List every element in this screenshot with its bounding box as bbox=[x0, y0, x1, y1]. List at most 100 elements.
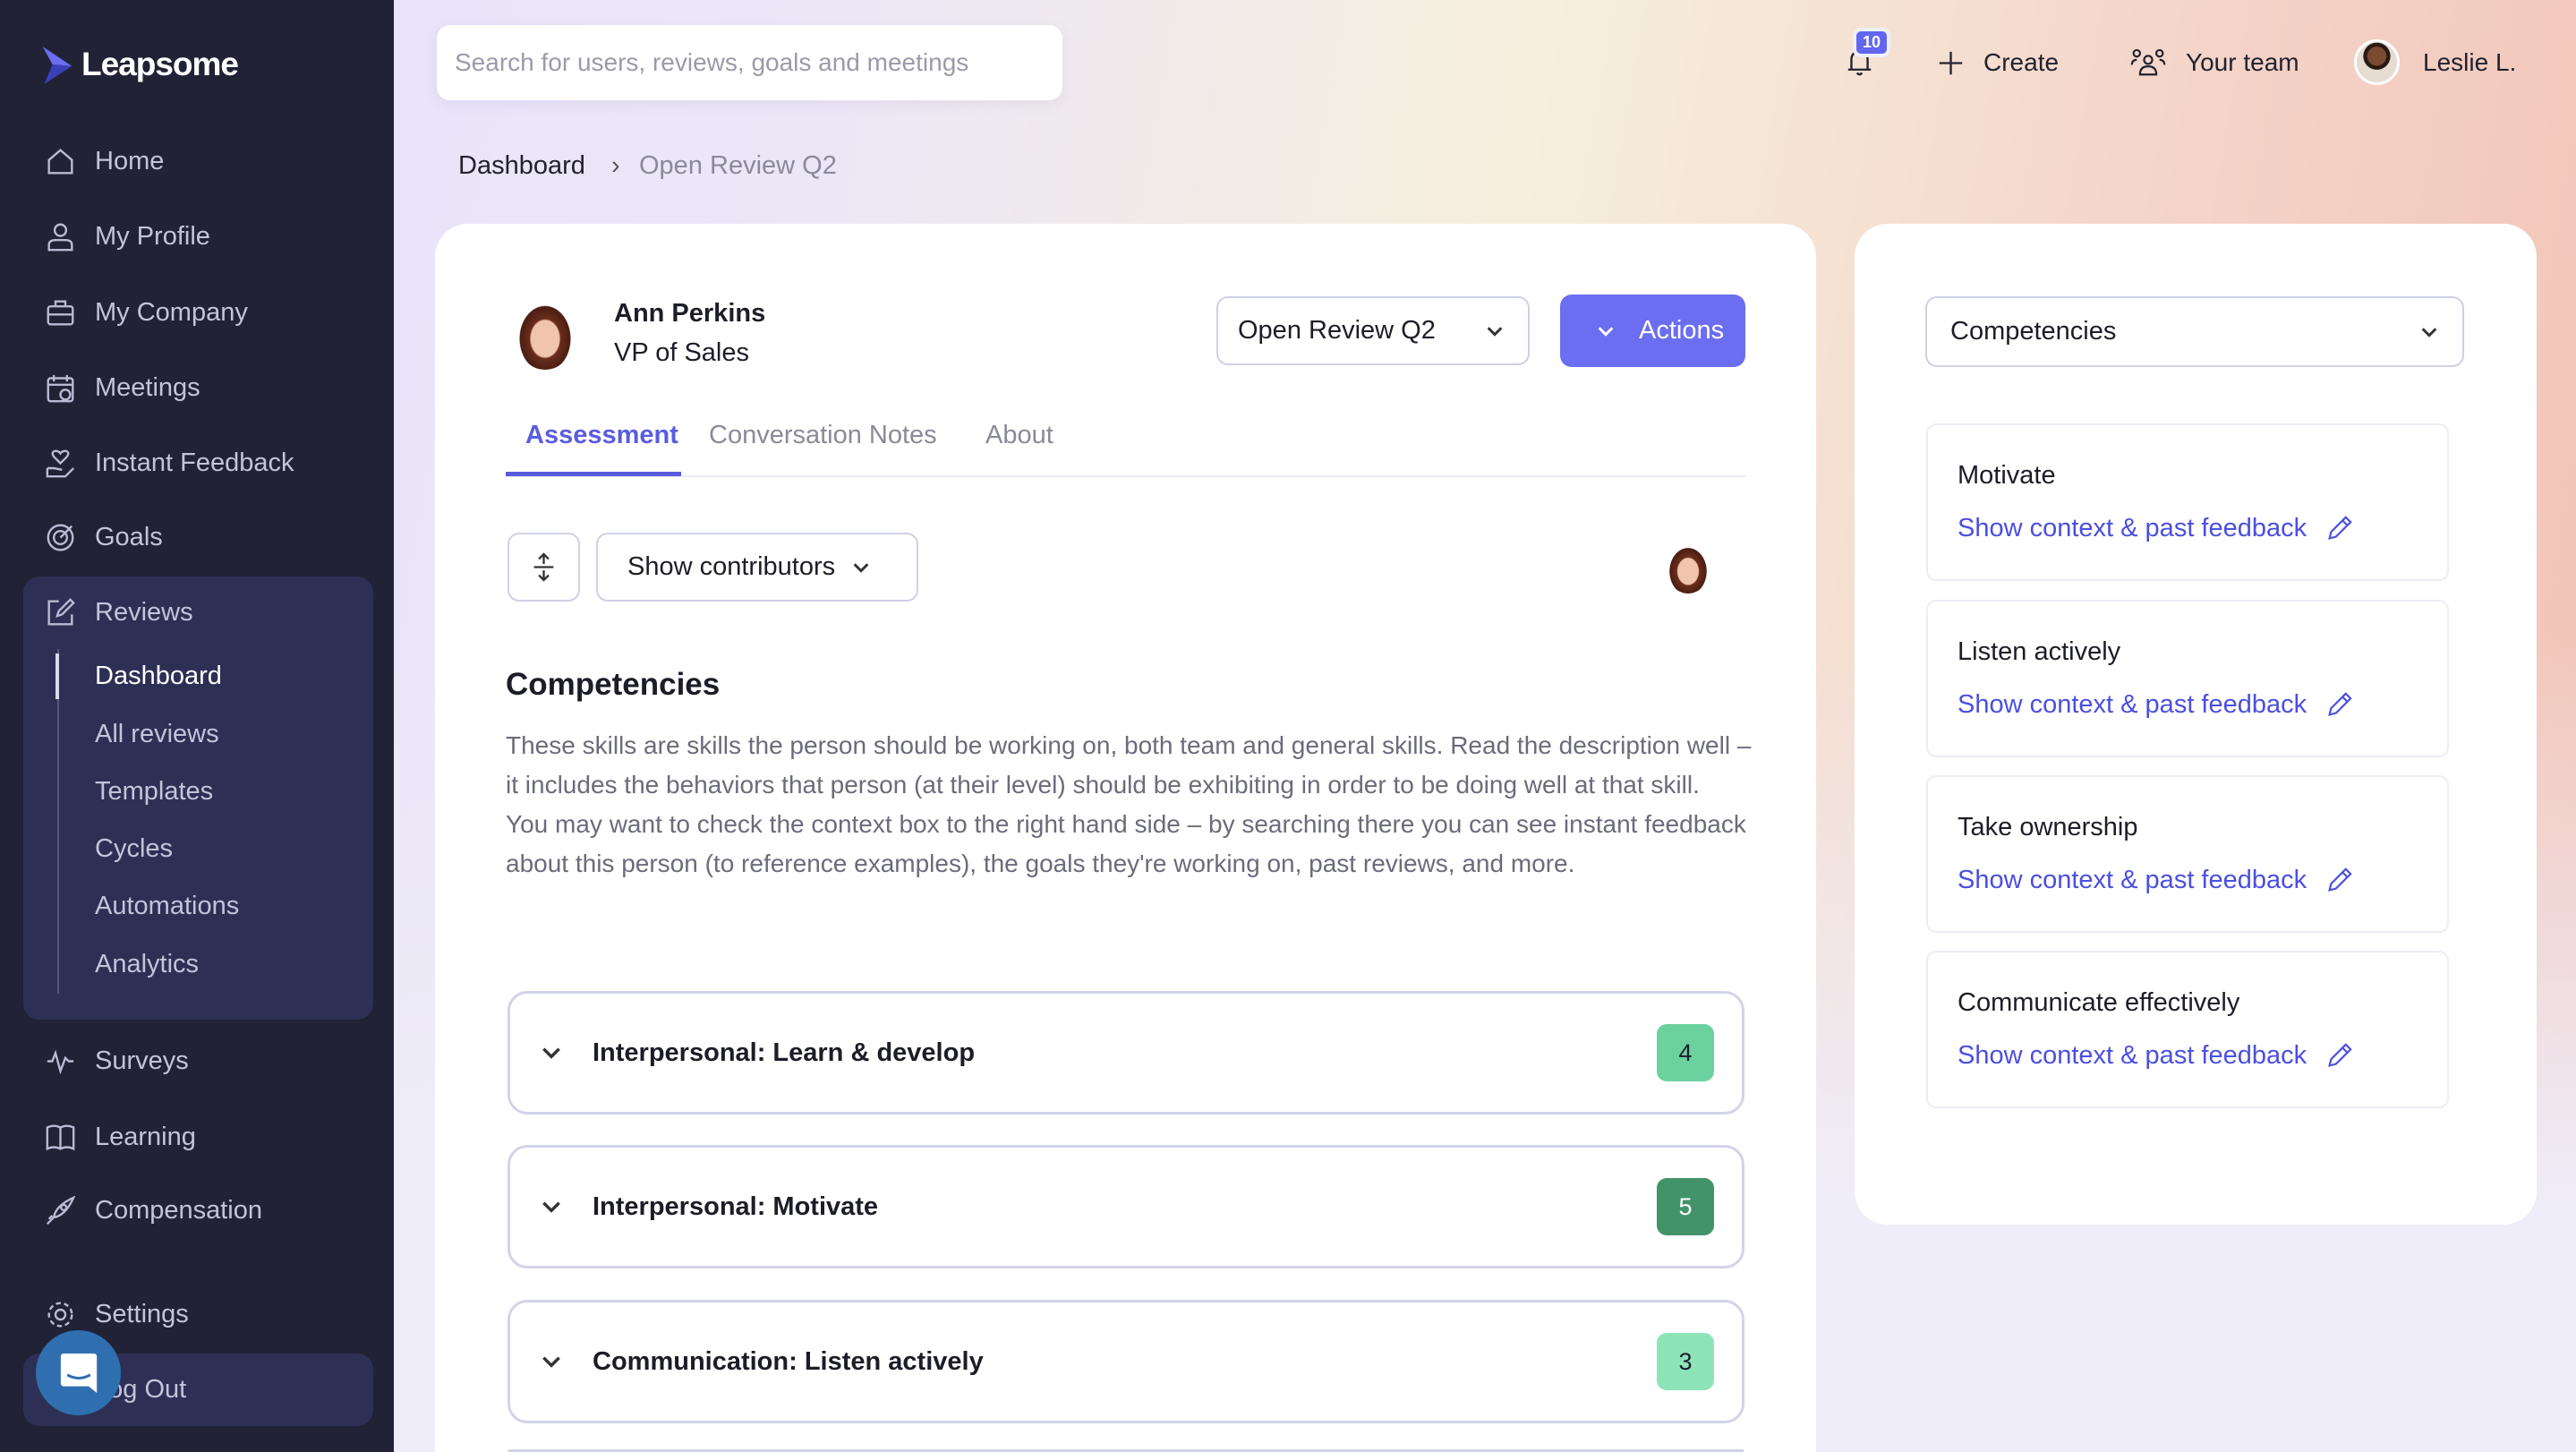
active-indicator bbox=[55, 653, 59, 699]
expand-vertical-icon bbox=[533, 552, 554, 582]
reviews-group bbox=[23, 577, 373, 1020]
context-item: Take ownership Show context & past feedb… bbox=[1926, 775, 2449, 933]
your-team-label: Your team bbox=[2186, 48, 2299, 76]
section-description: These skills are skills the person shoul… bbox=[506, 726, 1754, 884]
actions-button[interactable]: Actions bbox=[1560, 295, 1745, 367]
sidebar-item-reviews[interactable]: Reviews bbox=[46, 593, 193, 632]
actions-label: Actions bbox=[1639, 316, 1725, 345]
create-label: Create bbox=[1983, 48, 2060, 76]
competency-accordion[interactable] bbox=[508, 1449, 1744, 1452]
sidebar-item-compensation[interactable]: Compensation bbox=[46, 1191, 262, 1230]
sidebar-item-label: Meetings bbox=[95, 372, 200, 402]
pulse-icon bbox=[47, 1049, 74, 1074]
tabs-divider bbox=[506, 475, 1745, 477]
sidebar-sub-automations[interactable]: Automations bbox=[95, 892, 240, 920]
pencil-icon bbox=[2328, 516, 2352, 540]
your-team-button[interactable]: Your team bbox=[2130, 43, 2299, 82]
link-label: Show context & past feedback bbox=[1958, 866, 2307, 894]
create-button[interactable]: Create bbox=[1938, 43, 2059, 82]
logo[interactable]: Leapsome bbox=[39, 43, 239, 86]
competency-accordion[interactable]: Interpersonal: Learn & develop 4 bbox=[508, 991, 1744, 1115]
sidebar-item-home[interactable]: Home bbox=[46, 141, 164, 181]
competency-accordion[interactable]: Communication: Listen actively 3 bbox=[508, 1300, 1744, 1423]
sidebar-sub-analytics[interactable]: Analytics bbox=[95, 950, 200, 978]
global-search[interactable] bbox=[437, 25, 1062, 100]
active-tab-indicator bbox=[506, 472, 681, 476]
link-label: Show context & past feedback bbox=[1958, 514, 2307, 542]
sidebar-item-label: Surveys bbox=[95, 1046, 189, 1075]
chevron-down-icon bbox=[2421, 327, 2437, 337]
sidebar-item-learning[interactable]: Learning bbox=[46, 1117, 196, 1157]
link-label: Show context & past feedback bbox=[1958, 1041, 2307, 1070]
sidebar-sub-templates[interactable]: Templates bbox=[95, 777, 214, 806]
sidebar-item-label: Settings bbox=[95, 1299, 189, 1328]
sidebar-sub-all-reviews[interactable]: All reviews bbox=[95, 720, 219, 748]
description-paragraph-1: These skills are skills the person shoul… bbox=[506, 731, 1752, 799]
context-item: Listen actively Show context & past feed… bbox=[1926, 600, 2449, 757]
sidebar-item-label: Reviews bbox=[95, 597, 193, 627]
context-item-title: Communicate effectively bbox=[1958, 988, 2240, 1017]
cycle-select[interactable]: Open Review Q2 bbox=[1216, 296, 1530, 365]
sidebar-item-surveys[interactable]: Surveys bbox=[46, 1041, 189, 1080]
contributor-avatar[interactable] bbox=[1667, 544, 1710, 594]
target-icon bbox=[47, 524, 74, 551]
tab-conversation-notes[interactable]: Conversation Notes bbox=[709, 421, 937, 449]
chat-support-button[interactable] bbox=[36, 1330, 121, 1415]
sidebar-item-label: My Company bbox=[95, 297, 248, 327]
score-badge: 5 bbox=[1657, 1178, 1714, 1235]
context-item: Motivate Show context & past feedback bbox=[1926, 423, 2449, 581]
competency-title: Interpersonal: Learn & develop bbox=[593, 1038, 976, 1067]
context-panel: Competencies bbox=[1855, 224, 2537, 1225]
book-icon bbox=[46, 1123, 75, 1150]
sidebar-item-label: Learning bbox=[95, 1122, 196, 1151]
sidebar: Leapsome Home My Profile My Company Meet… bbox=[0, 0, 394, 1452]
person-name: Ann Perkins bbox=[614, 299, 766, 328]
competency-accordion[interactable]: Interpersonal: Motivate 5 bbox=[508, 1145, 1744, 1268]
edit-icon bbox=[47, 597, 75, 626]
sidebar-item-label: Instant Feedback bbox=[95, 448, 294, 477]
expand-collapse-button[interactable] bbox=[508, 533, 580, 602]
context-select[interactable]: Competencies bbox=[1925, 296, 2464, 367]
show-context-link[interactable]: Show context & past feedback bbox=[1958, 1041, 2418, 1071]
context-item-title: Take ownership bbox=[1958, 813, 2138, 841]
sidebar-sub-cycles[interactable]: Cycles bbox=[95, 834, 174, 863]
sidebar-item-my-company[interactable]: My Company bbox=[46, 293, 248, 332]
breadcrumb-root[interactable]: Dashboard bbox=[458, 151, 585, 180]
leapsome-logo-icon bbox=[42, 47, 73, 84]
tab-about[interactable]: About bbox=[985, 421, 1053, 449]
breadcrumb-separator-icon: › bbox=[611, 151, 620, 180]
context-select-value: Competencies bbox=[1950, 317, 2117, 346]
competency-title: Communication: Listen actively bbox=[593, 1346, 984, 1376]
tab-assessment[interactable]: Assessment bbox=[525, 421, 678, 449]
sidebar-sub-dashboard[interactable]: Dashboard bbox=[95, 662, 222, 690]
person-title: VP of Sales bbox=[614, 338, 750, 367]
cycle-select-value: Open Review Q2 bbox=[1238, 316, 1436, 345]
user-avatar bbox=[2354, 39, 2400, 85]
pencil-icon bbox=[2328, 1043, 2352, 1067]
context-item-title: Motivate bbox=[1958, 461, 2056, 490]
feedback-heart-icon bbox=[46, 449, 75, 477]
show-context-link[interactable]: Show context & past feedback bbox=[1958, 514, 2418, 543]
sidebar-item-meetings[interactable]: Meetings bbox=[46, 368, 200, 407]
show-contributors-dropdown[interactable]: Show contributors bbox=[596, 533, 918, 602]
briefcase-icon bbox=[47, 299, 74, 326]
show-context-link[interactable]: Show context & past feedback bbox=[1958, 866, 2418, 895]
show-context-link[interactable]: Show context & past feedback bbox=[1958, 690, 2418, 720]
sidebar-item-goals[interactable]: Goals bbox=[46, 517, 163, 557]
chat-icon bbox=[60, 1353, 97, 1393]
context-item: Communicate effectively Show context & p… bbox=[1926, 951, 2449, 1108]
sidebar-item-my-profile[interactable]: My Profile bbox=[46, 217, 210, 256]
search-input[interactable] bbox=[437, 25, 1062, 100]
contributors-label: Show contributors bbox=[627, 552, 836, 581]
pencil-icon bbox=[2328, 867, 2352, 892]
user-menu[interactable]: Leslie L. bbox=[2354, 39, 2516, 85]
calendar-icon bbox=[47, 374, 74, 402]
sub-nav-line bbox=[57, 649, 59, 994]
sidebar-item-instant-feedback[interactable]: Instant Feedback bbox=[46, 443, 294, 483]
sidebar-item-label: Compensation bbox=[95, 1195, 262, 1225]
team-icon bbox=[2130, 48, 2166, 75]
chevron-down-icon bbox=[542, 1201, 560, 1213]
sidebar-item-settings[interactable]: Settings bbox=[46, 1294, 189, 1334]
person-avatar bbox=[516, 301, 575, 370]
home-icon bbox=[47, 148, 73, 175]
